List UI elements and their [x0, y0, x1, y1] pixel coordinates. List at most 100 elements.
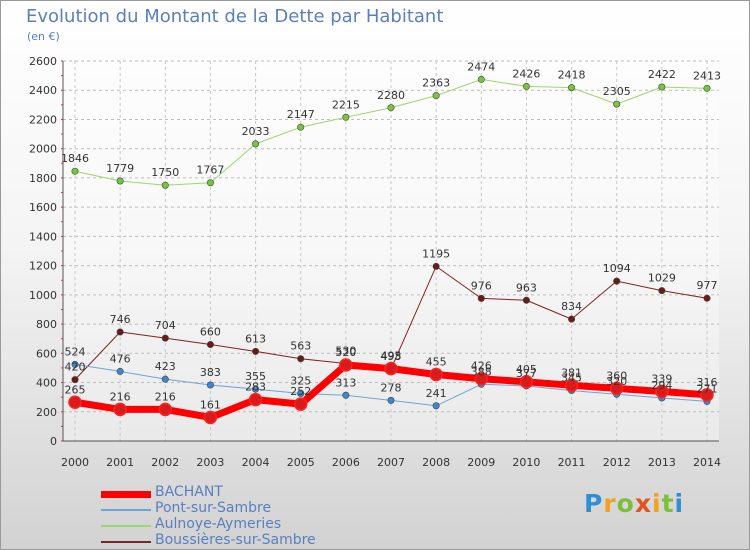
y-tick-label: 600 — [36, 347, 57, 360]
data-point — [161, 375, 169, 383]
plot-area — [63, 61, 719, 441]
data-label: 2033 — [242, 125, 270, 138]
data-point — [342, 113, 350, 121]
data-label: 530 — [335, 345, 356, 358]
x-tick-label: 2008 — [422, 456, 450, 469]
x-tick-label: 2010 — [512, 456, 540, 469]
data-point — [613, 277, 621, 285]
data-label: 1195 — [422, 247, 450, 260]
data-point — [522, 82, 530, 90]
y-tick-label: 1000 — [29, 289, 57, 302]
data-label: 1779 — [106, 162, 134, 175]
chart-title: Evolution du Montant de la Dette par Hab… — [26, 6, 444, 27]
data-label: 704 — [155, 319, 176, 332]
y-tick-label: 2200 — [29, 113, 57, 126]
data-point — [71, 376, 79, 384]
data-label: 383 — [200, 366, 221, 379]
data-label: 1029 — [648, 272, 676, 285]
data-label: 316 — [697, 376, 718, 389]
axes: 0 200 400 600 800 1000 1200 1400 1600 1800 2000 220… — [29, 55, 721, 469]
data-label: 271 — [697, 382, 718, 395]
data-point — [68, 395, 82, 410]
data-label: 976 — [471, 279, 492, 292]
data-point — [158, 402, 173, 417]
x-tick-label: 2000 — [61, 456, 89, 469]
series — [68, 75, 714, 425]
series-bachant — [68, 358, 714, 425]
data-point — [655, 384, 669, 399]
legend-swatch — [101, 525, 151, 527]
data-label: 524 — [65, 345, 86, 358]
data-label: 2147 — [287, 108, 315, 121]
data-label: 283 — [245, 381, 266, 394]
data-point — [658, 83, 666, 91]
legend-item: Pont-sur-Sambre — [101, 500, 361, 517]
y-tick-label: 0 — [50, 435, 57, 448]
data-label: 360 — [606, 369, 627, 382]
data-point — [252, 347, 260, 355]
data-label: 216 — [155, 390, 176, 403]
data-point — [206, 179, 214, 187]
data-point — [252, 140, 260, 148]
data-point — [568, 84, 576, 92]
data-label: 455 — [426, 356, 447, 369]
data-point — [206, 341, 214, 349]
chart-subtitle: (en €) — [27, 30, 60, 43]
data-label: 613 — [245, 332, 266, 345]
y-tick-label: 200 — [36, 406, 57, 419]
x-tick-label: 2013 — [648, 456, 676, 469]
y-tick-label: 1600 — [29, 201, 57, 214]
data-label: 339 — [651, 372, 672, 385]
x-tick-label: 2003 — [196, 456, 224, 469]
data-label: 2280 — [377, 89, 405, 102]
data-point — [700, 388, 714, 402]
x-tick-label: 2004 — [242, 456, 270, 469]
data-label: 420 — [65, 361, 86, 374]
logo-letter: i — [652, 489, 662, 518]
data-point — [116, 177, 124, 185]
data-label: 278 — [381, 381, 402, 394]
legend-label: Pont-sur-Sambre — [155, 500, 272, 516]
x-tick-label: 2006 — [332, 456, 360, 469]
data-label: 963 — [516, 281, 537, 294]
logo-letter: t — [661, 489, 675, 518]
y-tick-label: 2000 — [29, 143, 57, 156]
legend-swatch — [101, 509, 151, 511]
data-label: 2363 — [422, 77, 450, 90]
data-label: 355 — [245, 370, 266, 383]
data-label: 161 — [200, 398, 221, 411]
data-point — [384, 361, 398, 376]
y-tick-label: 2400 — [29, 84, 57, 97]
data-label: 2215 — [332, 98, 360, 111]
logo-letter: i — [674, 489, 685, 518]
data-point — [113, 402, 127, 417]
data-label: 345 — [561, 372, 582, 385]
x-tick-label: 2007 — [377, 456, 405, 469]
data-point — [432, 92, 440, 100]
data-label: 2422 — [648, 68, 676, 81]
data-point — [71, 167, 79, 175]
data-label: 377 — [516, 367, 537, 380]
legend-swatch — [101, 541, 151, 543]
y-tick-label: 400 — [36, 377, 57, 390]
data-label: 493 — [381, 350, 402, 363]
data-point — [703, 294, 711, 302]
x-tick-label: 2011 — [558, 456, 586, 469]
data-label: 2418 — [558, 69, 586, 82]
data-point — [387, 396, 395, 404]
data-point — [297, 123, 305, 131]
data-point — [432, 262, 440, 270]
data-point — [116, 328, 124, 336]
data-point — [429, 367, 443, 382]
data-label: 405 — [516, 363, 537, 376]
data-label: 1846 — [61, 152, 89, 165]
data-point — [71, 360, 79, 368]
data-label: 476 — [110, 352, 131, 365]
data-label: 660 — [200, 326, 221, 339]
data-point — [339, 358, 353, 372]
data-label: 2413 — [693, 69, 721, 82]
data-label: 1094 — [603, 262, 631, 275]
data-point — [293, 397, 308, 411]
